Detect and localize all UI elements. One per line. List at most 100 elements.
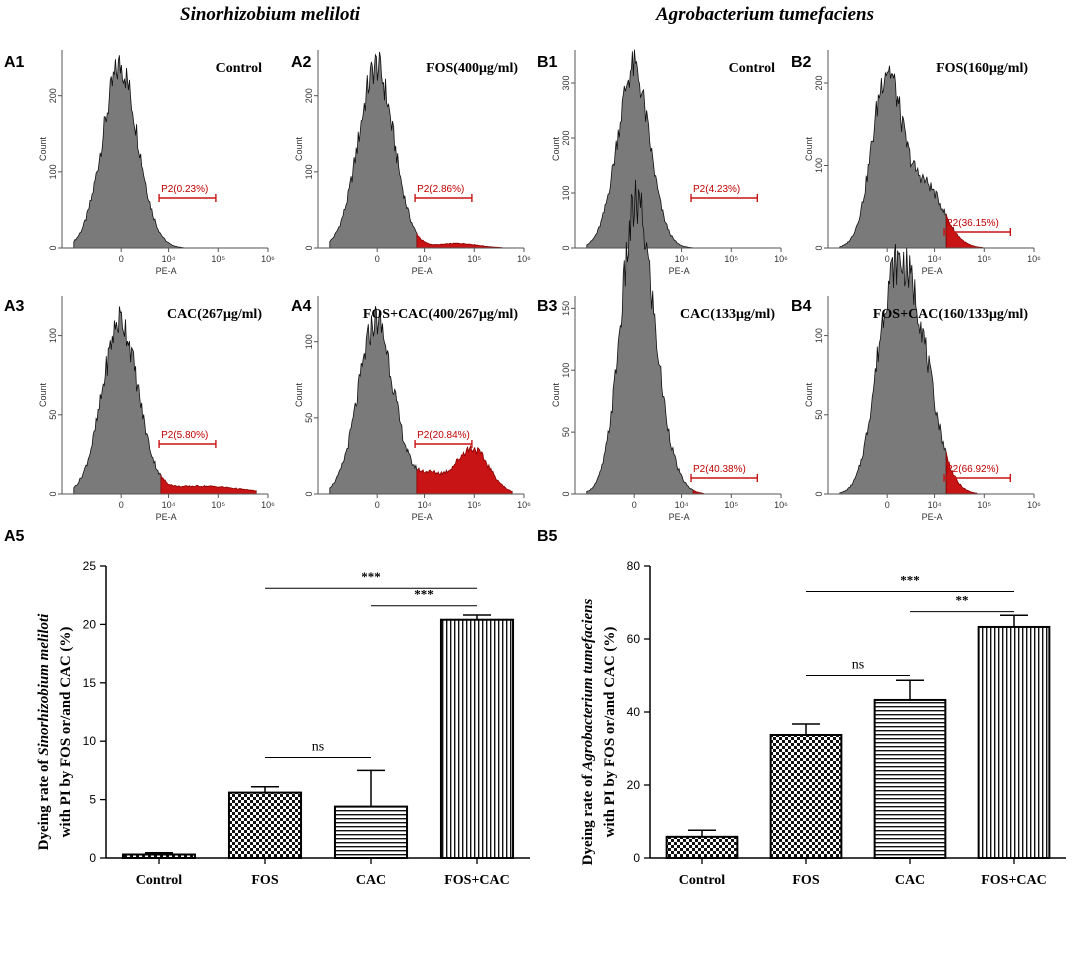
- y-tick-label: 150: [561, 301, 571, 316]
- x-tick-label: 10⁵: [211, 254, 225, 264]
- y-axis-label: Count: [38, 137, 48, 162]
- x-tick-label: 10⁴: [418, 500, 432, 510]
- y-axis-label-line1: Dyeing rate of Agrobacterium tumefaciens: [580, 599, 596, 866]
- x-axis-label: PE-A: [922, 512, 943, 522]
- y-tick-label: 50: [814, 410, 824, 420]
- bar-fos-plus-cac: [977, 625, 1051, 859]
- significance-label: **: [956, 593, 969, 608]
- x-axis-label: PE-A: [669, 512, 690, 522]
- x-tick-label: 10⁶: [774, 500, 788, 510]
- y-tick-label: 100: [48, 164, 58, 179]
- right-species-title: Agrobacterium tumefaciens: [656, 4, 874, 25]
- x-tick-label: 10⁶: [517, 500, 531, 510]
- y-tick-label: 5: [89, 793, 96, 807]
- category-label: FOS+CAC: [444, 873, 510, 888]
- histogram-a3: 0 50 100 Count 0 10⁴ 10⁵ 10⁶ PE-A CAC(267μg/ml) P2…: [38, 296, 275, 522]
- y-axis-label-line2: with PI by FOS or/and CAC (%): [58, 627, 74, 838]
- x-tick-label: 10⁴: [162, 254, 176, 264]
- gate-label: P2(4.23%): [693, 184, 740, 195]
- x-axis-label: PE-A: [156, 512, 177, 522]
- condition-label: FOS(400μg/ml): [426, 61, 518, 76]
- x-tick-label: 10⁴: [928, 500, 942, 510]
- x-tick-label: 0: [885, 254, 890, 264]
- histogram-positive-area: [160, 474, 257, 495]
- bar-control: [665, 835, 739, 859]
- x-tick-label: 10⁵: [977, 500, 991, 510]
- y-tick-label: 100: [561, 363, 571, 378]
- y-tick-label: 100: [304, 334, 314, 349]
- x-tick-label: 0: [119, 500, 124, 510]
- x-tick-label: 10⁵: [977, 254, 991, 264]
- x-tick-label: 10⁵: [724, 500, 738, 510]
- panel-label-b3: B3: [537, 298, 558, 315]
- panel-label-a2: A2: [291, 54, 312, 71]
- bar-cac: [333, 805, 409, 859]
- y-axis-label-line1: Dyeing rate of Sinorhizobium meliloti: [36, 613, 52, 851]
- y-axis-label-prefix: Dyeing rate of: [580, 771, 596, 866]
- x-tick-label: 10⁶: [261, 254, 275, 264]
- y-tick-label: 25: [83, 559, 97, 573]
- bar-fos-plus-cac: [439, 618, 515, 860]
- gate-label: P2(0.23%): [161, 184, 208, 195]
- x-tick-label: 10⁶: [517, 254, 531, 264]
- gate-label: P2(2.86%): [417, 184, 464, 195]
- x-tick-label: 0: [885, 500, 890, 510]
- y-tick-label: 100: [48, 328, 58, 343]
- y-tick-label: 200: [304, 88, 314, 103]
- significance-label: ***: [900, 573, 920, 588]
- y-axis-label-species: Agrobacterium tumefaciens: [580, 599, 596, 772]
- y-axis-label-prefix: Dyeing rate of: [36, 756, 52, 851]
- panel-label-b5: B5: [537, 528, 558, 545]
- x-tick-label: 10⁶: [1027, 500, 1041, 510]
- x-tick-label: 10⁴: [675, 254, 689, 264]
- x-axis-label: PE-A: [412, 266, 433, 276]
- left-species-title: Sinorhizobium meliloti: [180, 4, 361, 25]
- x-axis-label: PE-A: [922, 266, 943, 276]
- gate-label: P2(36.15%): [946, 218, 999, 229]
- x-tick-label: 10⁴: [675, 500, 689, 510]
- x-tick-label: 10⁴: [418, 254, 432, 264]
- histogram-positive-area: [416, 444, 513, 495]
- histogram-negative-area: [839, 65, 947, 249]
- x-tick-label: 10⁵: [211, 500, 225, 510]
- y-tick-label: 50: [48, 410, 58, 420]
- y-tick-label: 0: [561, 491, 571, 496]
- y-tick-label: 20: [83, 617, 97, 631]
- bar-fos: [769, 733, 843, 859]
- histogram-b4: 0 50 100 Count 0 10⁴ 10⁵ 10⁶ PE-A FOS+CAC(160/133…: [804, 243, 1041, 522]
- y-tick-label: 0: [48, 491, 58, 496]
- bar-control: [121, 853, 197, 860]
- panel-label-b2: B2: [791, 54, 812, 71]
- panel-label-a3: A3: [4, 298, 25, 315]
- histogram-b1: 0100200300Count010⁴10⁵10⁶PE-AControlP2(4…: [551, 49, 788, 276]
- condition-label: Control: [729, 61, 776, 76]
- histogram-positive-area: [416, 233, 513, 249]
- y-tick-label: 15: [83, 676, 97, 690]
- y-tick-label: 200: [561, 130, 571, 145]
- category-label: CAC: [895, 873, 925, 888]
- y-tick-label: 100: [814, 158, 824, 173]
- y-tick-label: 80: [627, 559, 641, 573]
- bar-fos: [227, 791, 303, 859]
- y-tick-label: 200: [814, 75, 824, 90]
- y-axis-label: Count: [294, 137, 304, 162]
- gate-label: P2(20.84%): [417, 430, 470, 441]
- category-label: Control: [136, 873, 183, 888]
- histogram-positive-area: [692, 489, 770, 495]
- x-tick-label: 0: [632, 500, 637, 510]
- y-axis-label: Count: [38, 383, 48, 408]
- condition-label: Control: [216, 61, 263, 76]
- histogram-negative-area: [329, 306, 418, 495]
- y-tick-label: 300: [561, 75, 571, 90]
- y-tick-label: 0: [814, 491, 824, 496]
- category-label: FOS+CAC: [981, 873, 1047, 888]
- condition-label: FOS+CAC(160/133μg/ml): [873, 307, 1028, 322]
- histogram-negative-area: [73, 55, 257, 249]
- y-tick-label: 50: [561, 427, 571, 437]
- bar-cac: [873, 698, 947, 859]
- panel-label-b1: B1: [537, 54, 558, 71]
- category-label: FOS: [251, 873, 278, 888]
- significance-label: ns: [852, 658, 864, 673]
- x-tick-label: 10⁵: [467, 254, 481, 264]
- y-tick-label: 100: [814, 328, 824, 343]
